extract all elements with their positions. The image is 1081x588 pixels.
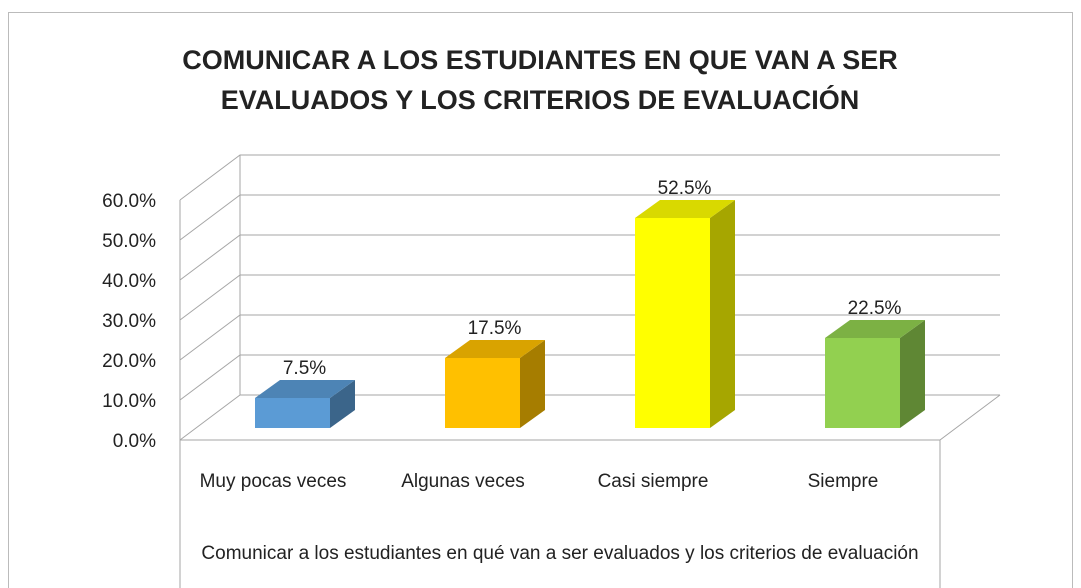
- y-tick-label: 0.0%: [113, 431, 156, 452]
- bar-side: [330, 380, 355, 428]
- grid-line: [179, 274, 1000, 321]
- x-axis-title: Comunicar a los estudiantes en qué van a…: [201, 543, 919, 564]
- bar-top: [255, 380, 355, 398]
- grid-line: [179, 314, 1000, 361]
- bar-top: [445, 340, 545, 358]
- grid-line: [179, 154, 1000, 201]
- chart-title: COMUNICAR A LOS ESTUDIANTES EN QUE VAN A…: [182, 45, 898, 115]
- bar-top: [635, 200, 735, 218]
- y-tick-label: 50.0%: [102, 231, 156, 252]
- value-label: 17.5%: [468, 318, 522, 339]
- bar-side: [900, 320, 925, 428]
- grid-line: [179, 354, 1000, 401]
- grid-line: [179, 194, 1000, 241]
- x-tick-label: Casi siempre: [598, 471, 709, 492]
- bar: [825, 338, 900, 428]
- x-tick-label: Muy pocas veces: [200, 471, 347, 492]
- bar: [255, 398, 330, 428]
- x-tick-label: Algunas veces: [401, 471, 525, 492]
- y-tick-label: 60.0%: [102, 191, 156, 212]
- bar: [445, 358, 520, 428]
- grid-line: [179, 234, 1000, 281]
- y-tick-label: 10.0%: [102, 391, 156, 412]
- chart-border: [8, 12, 1073, 588]
- value-label: 22.5%: [848, 298, 902, 319]
- value-label: 7.5%: [283, 358, 326, 379]
- bar-side: [520, 340, 545, 428]
- value-label: 52.5%: [658, 178, 712, 199]
- bar-top: [825, 320, 925, 338]
- grid-line: [179, 394, 1000, 441]
- y-tick-label: 40.0%: [102, 271, 156, 292]
- y-tick-label: 30.0%: [102, 311, 156, 332]
- bar-side: [710, 200, 735, 428]
- x-tick-label: Siempre: [808, 471, 879, 492]
- axis-line: [939, 394, 1001, 441]
- bar: [635, 218, 710, 428]
- y-tick-label: 20.0%: [102, 351, 156, 372]
